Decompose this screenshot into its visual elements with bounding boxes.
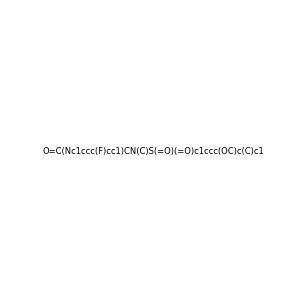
Text: O=C(Nc1ccc(F)cc1)CN(C)S(=O)(=O)c1ccc(OC)c(C)c1: O=C(Nc1ccc(F)cc1)CN(C)S(=O)(=O)c1ccc(OC)… [43, 147, 265, 156]
